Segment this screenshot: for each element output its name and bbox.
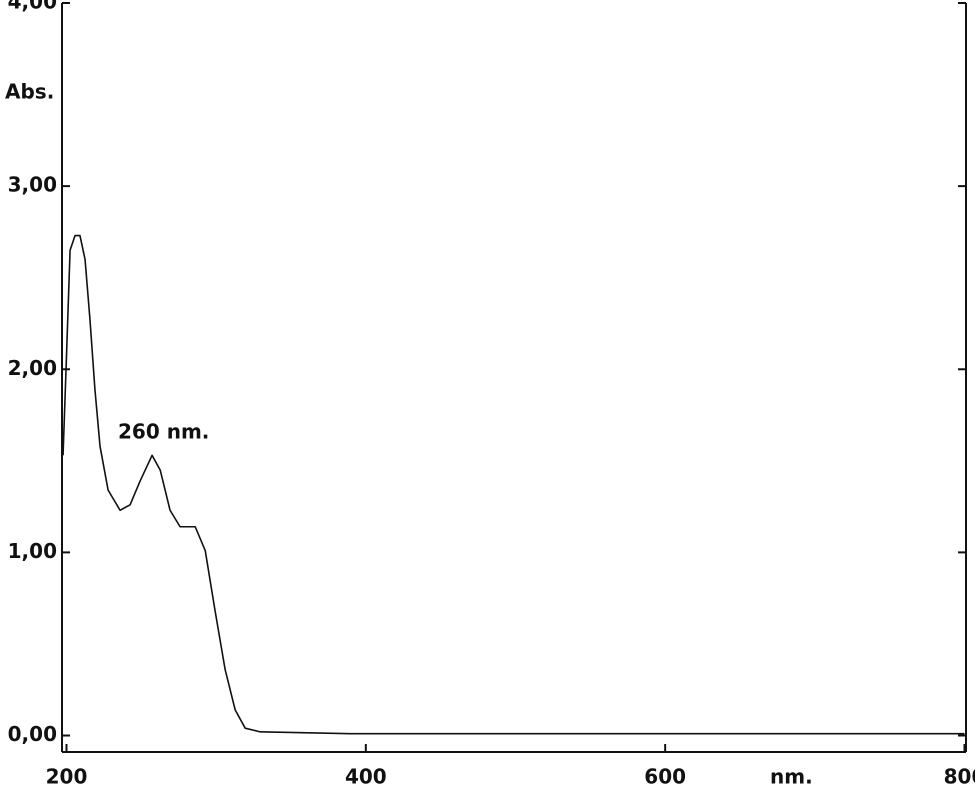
y-tick-label: 0,00 [8, 722, 57, 746]
x-tick-label: 200 [46, 765, 88, 789]
y-tick-label: 1,00 [8, 539, 57, 563]
y-tick-label: 2,00 [8, 356, 57, 380]
x-tick-label: 600 [644, 765, 686, 789]
x-axis-label: nm. [770, 765, 813, 789]
y-axis-label: Abs. [5, 80, 54, 104]
annotation: 260 nm. [118, 420, 209, 444]
y-tick-label: 4,00 [8, 0, 57, 14]
x-tick-label: 400 [345, 765, 387, 789]
spectrum-line [62, 234, 965, 735]
y-tick-label: 3,00 [8, 173, 57, 197]
x-tick-label: 800 [944, 765, 975, 789]
